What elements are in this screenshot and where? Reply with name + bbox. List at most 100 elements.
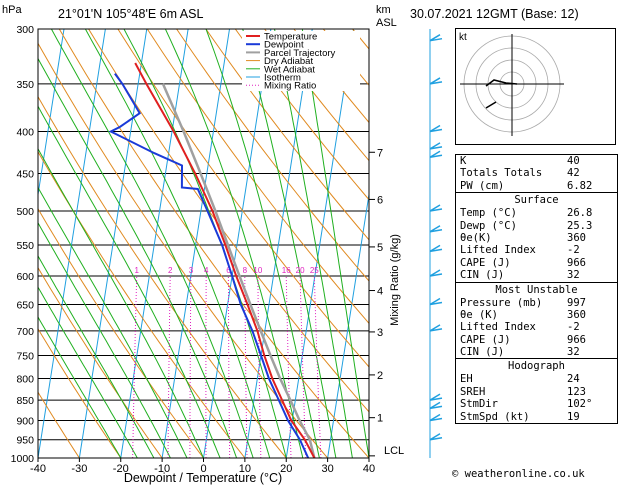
hodograph-stat-value: 24 <box>567 373 580 386</box>
wind-barb <box>429 324 443 332</box>
index-row: K 40 <box>456 155 617 167</box>
hodograph-stat-label: SREH <box>460 385 486 398</box>
legend-entry: Temperature <box>264 32 317 43</box>
hodograph-stat-value: 102° <box>567 398 593 411</box>
surface-value: 26.8 <box>567 207 593 220</box>
temp-tick-label: -30 <box>71 463 87 475</box>
temp-tick-label: 10 <box>239 463 251 475</box>
hodo-trace <box>485 79 518 87</box>
surface-value: 25.3 <box>567 219 593 232</box>
mixing-ratio-line <box>189 275 192 458</box>
mixing-ratio-label: 1 <box>134 266 139 275</box>
wind-barb <box>429 150 443 159</box>
dry-adiabat <box>88 29 369 413</box>
hodograph-stat-row: StmDir 102° <box>456 398 617 410</box>
km-tick-label: 2 <box>377 370 383 382</box>
mixing-ratio-label: 8 <box>243 266 248 275</box>
most-unstable-title: Most Unstable <box>456 281 617 297</box>
most-unstable-label: θe (K) <box>460 308 498 321</box>
wet-adiabat <box>38 286 138 458</box>
most-unstable-row: Pressure (mb) 997 <box>456 297 617 309</box>
wet-adiabat <box>50 29 254 458</box>
dry-adiabat <box>38 391 80 458</box>
most-unstable-value: 32 <box>567 346 580 359</box>
surface-value: 966 <box>567 256 586 269</box>
surface-row: CIN (J) 32 <box>456 269 617 281</box>
isotherm-line <box>38 29 65 198</box>
most-unstable-value: 360 <box>567 308 586 321</box>
most-unstable-label: Lifted Index <box>460 321 536 334</box>
isotherm-line <box>161 29 230 458</box>
surface-row: Lifted Index -2 <box>456 244 617 256</box>
wet-adiabat <box>205 29 320 458</box>
most-unstable-label: CAPE (J) <box>460 333 511 346</box>
hodograph-stat-label: StmSpd (kt) <box>460 410 530 423</box>
most-unstable-label: Pressure (mb) <box>460 296 543 309</box>
surface-label: Dewp (°C) <box>460 219 517 232</box>
most-unstable-row: CIN (J) 32 <box>456 346 617 358</box>
most-unstable-row: Lifted Index -2 <box>456 321 617 333</box>
km-tick-label: 3 <box>377 327 383 339</box>
mixing-ratio-line <box>285 275 292 458</box>
dry-adiabat <box>38 207 204 458</box>
mixing-ratio-line <box>132 275 138 458</box>
wet-adiabat <box>274 29 353 458</box>
legend-entry: Wet Adiabat <box>264 64 315 75</box>
hodograph-stat-row: SREH 123 <box>456 386 617 398</box>
temp-tick-label: 20 <box>280 463 292 475</box>
wind-barb <box>429 225 443 233</box>
isotherm-line <box>78 29 148 458</box>
hodograph: kt <box>455 28 616 145</box>
legend-box <box>242 31 360 91</box>
wet-adiabat <box>38 186 188 458</box>
parcel-trajectory <box>161 83 316 458</box>
dry-adiabat <box>38 327 122 458</box>
mixing-ratio-label: 25 <box>310 266 319 275</box>
pressure-tick-label: 300 <box>16 24 34 36</box>
wind-barbs <box>429 29 443 458</box>
surface-title: Surface <box>456 192 617 207</box>
index-value: 40 <box>567 155 580 167</box>
wet-adiabat <box>242 29 337 458</box>
temp-tick-label: 0 <box>200 463 206 475</box>
isotherm-line <box>38 29 106 458</box>
hodograph-stat-label: EH <box>460 373 473 386</box>
mixing-ratio-line <box>313 275 322 458</box>
surface-label: Temp (°C) <box>460 207 517 220</box>
pressure-tick-label: 700 <box>16 326 34 338</box>
pressure-tick-label: 650 <box>16 300 34 312</box>
plot-frame <box>37 28 370 459</box>
index-row: Totals Totals 42 <box>456 167 617 179</box>
y-axis-label-right: Mixing Ratio (g/kg) <box>389 234 401 326</box>
asl-label: ASL <box>376 17 397 29</box>
wet-adiabat <box>123 29 287 458</box>
surface-row: Temp (°C) 26.8 <box>456 207 617 219</box>
wind-barb <box>429 269 443 277</box>
pressure-tick-label: 1000 <box>11 453 35 465</box>
wet-adiabat <box>301 29 369 458</box>
surface-row: Dewp (°C) 25.3 <box>456 220 617 232</box>
legend-entry: Dewpoint <box>264 40 304 51</box>
mixing-ratio-label: 20 <box>296 266 305 275</box>
most-unstable-value: -2 <box>567 321 580 334</box>
hodo-trace <box>485 101 497 109</box>
legend-entry: Isotherm <box>264 73 301 84</box>
mixing-ratio-label: 4 <box>204 266 209 275</box>
temp-tick-label: -40 <box>30 463 46 475</box>
wet-adiabat <box>38 221 171 458</box>
mixing-ratio-line <box>299 275 307 458</box>
isotherm-line <box>327 191 369 458</box>
most-unstable-row: CAPE (J) 966 <box>456 334 617 346</box>
temperature-line <box>134 62 316 458</box>
most-unstable-value: 966 <box>567 333 586 346</box>
pressure-tick-label: 750 <box>16 350 34 362</box>
most-unstable-label: CIN (J) <box>460 346 505 359</box>
surface-label: θe(K) <box>460 231 492 244</box>
pressure-tick-label: 850 <box>16 395 34 407</box>
dry-adiabat <box>205 29 369 241</box>
pressure-tick-label: 400 <box>16 127 34 139</box>
km-tick-label: 6 <box>377 194 383 206</box>
hodograph-stat-value: 19 <box>567 410 580 423</box>
temp-tick-label: -10 <box>154 463 170 475</box>
